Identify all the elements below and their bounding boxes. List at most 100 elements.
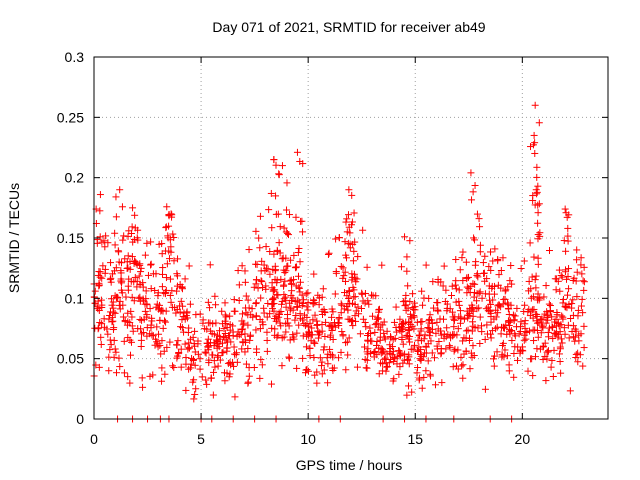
data-point — [570, 333, 578, 341]
data-point — [260, 304, 268, 312]
data-point — [124, 252, 132, 260]
data-point — [487, 318, 495, 326]
data-point — [250, 363, 258, 371]
data-point — [154, 292, 162, 300]
data-point — [500, 324, 508, 332]
data-point — [328, 305, 336, 313]
data-point — [531, 149, 539, 157]
y-tick-label: 0.2 — [65, 170, 85, 186]
data-point — [163, 203, 171, 211]
data-point — [167, 243, 175, 251]
data-point — [476, 340, 484, 348]
data-point — [111, 241, 119, 249]
data-point — [273, 333, 281, 341]
data-point — [239, 339, 247, 347]
data-point — [207, 327, 215, 335]
axis-ticks — [93, 56, 608, 420]
data-point — [405, 351, 413, 359]
data-point — [256, 212, 264, 220]
data-point — [324, 250, 332, 258]
data-point — [272, 192, 280, 200]
data-point — [523, 328, 531, 336]
data-point — [504, 317, 512, 325]
data-point — [335, 354, 343, 362]
data-point — [382, 367, 390, 375]
data-point — [505, 310, 513, 318]
data-point — [341, 238, 349, 246]
data-point — [136, 261, 144, 269]
data-point — [214, 362, 222, 370]
data-point — [185, 324, 193, 332]
data-point — [256, 325, 264, 333]
data-point — [259, 321, 267, 329]
data-point — [130, 236, 138, 244]
data-point — [403, 355, 411, 363]
data-point — [137, 325, 145, 333]
data-point — [220, 369, 228, 377]
data-point — [320, 366, 328, 374]
data-point — [125, 275, 133, 283]
data-point — [182, 354, 190, 362]
data-point — [262, 243, 270, 251]
data-point — [337, 262, 345, 270]
data-point — [505, 326, 513, 334]
data-point — [553, 275, 561, 283]
data-point — [487, 330, 495, 338]
data-point — [564, 237, 572, 245]
data-point — [235, 281, 243, 289]
data-point — [110, 353, 118, 361]
data-point — [223, 324, 231, 332]
data-point — [420, 335, 428, 343]
data-point — [174, 337, 182, 345]
data-point — [530, 253, 538, 261]
data-point — [331, 319, 339, 327]
data-point — [304, 289, 312, 297]
data-point — [338, 328, 346, 336]
data-point — [460, 315, 468, 323]
data-point — [343, 338, 351, 346]
data-point — [275, 313, 283, 321]
data-point — [558, 273, 566, 281]
data-point — [538, 321, 546, 329]
data-point — [109, 298, 117, 306]
data-point — [272, 317, 280, 325]
data-point — [455, 286, 463, 294]
data-point — [368, 291, 376, 299]
data-point — [462, 258, 470, 266]
data-point — [97, 340, 105, 348]
data-point — [98, 238, 106, 246]
data-point — [487, 248, 495, 256]
y-tick-label: 0 — [76, 411, 84, 427]
data-point — [539, 356, 547, 364]
data-point — [505, 361, 513, 369]
data-point — [196, 355, 204, 363]
y-axis-label: SRMTID / TECUs — [6, 183, 22, 293]
data-point — [206, 339, 214, 347]
data-point — [556, 328, 564, 336]
data-point — [139, 329, 147, 337]
data-point — [105, 367, 113, 375]
data-point — [488, 327, 496, 335]
data-point — [290, 276, 298, 284]
data-point — [198, 373, 206, 381]
data-point — [143, 300, 151, 308]
data-point — [460, 350, 468, 358]
data-point — [205, 359, 213, 367]
data-point — [499, 339, 507, 347]
data-point — [280, 281, 288, 289]
data-point — [393, 353, 401, 361]
data-point — [261, 267, 269, 275]
data-point — [468, 306, 476, 314]
data-point — [329, 322, 337, 330]
data-point — [468, 196, 476, 204]
data-point — [522, 335, 530, 343]
data-point — [213, 353, 221, 361]
data-point — [501, 287, 509, 295]
data-point — [307, 337, 315, 345]
data-point — [245, 246, 253, 254]
data-point — [426, 311, 434, 319]
data-point — [566, 387, 574, 395]
data-point — [407, 345, 415, 353]
data-point — [465, 336, 473, 344]
data-point — [402, 301, 410, 309]
